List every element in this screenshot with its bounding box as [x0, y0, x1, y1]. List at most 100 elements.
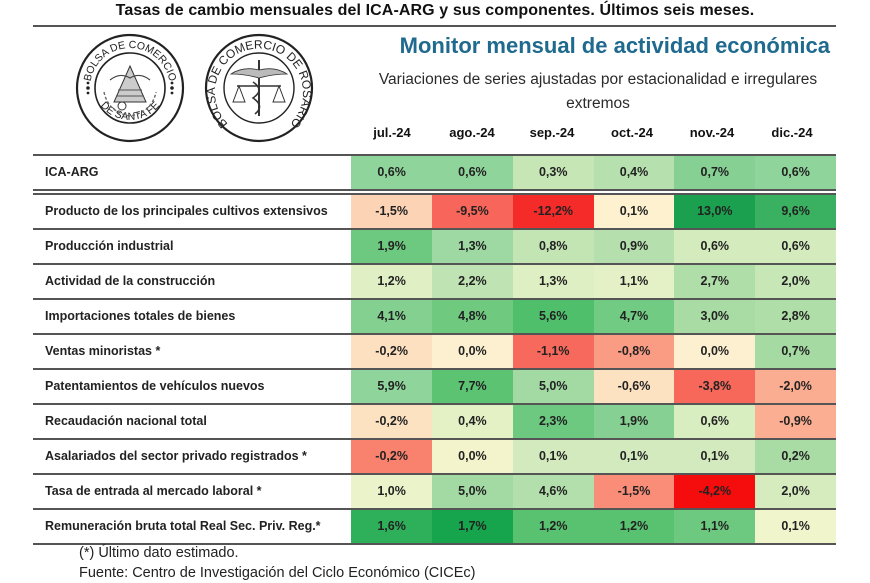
value-cell: 0,8%: [512, 230, 594, 263]
value-cell: 1,9%: [351, 230, 433, 263]
value-cell: 0,6%: [674, 230, 756, 263]
row-label: Producción industrial: [45, 239, 174, 253]
value-cell: -0,8%: [593, 335, 675, 368]
value-cell: 2,7%: [674, 265, 756, 298]
month-header: jul.-24: [373, 125, 411, 140]
value-cell: 0,2%: [755, 440, 836, 473]
value-cell: 1,1%: [593, 265, 675, 298]
value-cell: 1,6%: [351, 510, 433, 543]
row-label: Tasa de entrada al mercado laboral *: [45, 484, 262, 498]
table-row: Tasa de entrada al mercado laboral * 1,0%…: [33, 475, 836, 510]
value-cell: -0,2%: [351, 405, 433, 438]
page-title: Tasas de cambio mensuales del ICA-ARG y …: [115, 2, 755, 19]
value-cell: 0,6%: [432, 156, 513, 189]
row-label: Ventas minoristas *: [45, 344, 161, 358]
subtitle-line-2: extremos: [566, 95, 630, 112]
row-label: Actividad de la construcción: [45, 274, 216, 288]
value-cell: -3,8%: [674, 370, 756, 403]
subtitle-line-1: Variaciones de series ajustadas por esta…: [378, 71, 818, 88]
value-cell: -4,2%: [674, 475, 756, 508]
value-cell: -2,0%: [755, 370, 836, 403]
value-cell: -0,2%: [351, 335, 433, 368]
source-note: Fuente: Centro de Investigación del Cicl…: [79, 565, 476, 581]
value-cell: 1,2%: [593, 510, 675, 543]
bolsa-de-comercio-de-rosario-logo: BOLSA DE COMERCIO DE ROSARIO: [204, 33, 314, 143]
table-row: Producto de los principales cultivos ext…: [33, 195, 836, 230]
value-cell: 0,6%: [755, 156, 836, 189]
row-label: Importaciones totales de bienes: [45, 309, 236, 323]
value-cell: 4,7%: [593, 300, 675, 333]
table-row: Patentamientos de vehículos nuevos 5,9% 7,…: [33, 370, 836, 405]
value-cell: 0,0%: [432, 335, 513, 368]
value-cell: 0,1%: [593, 440, 675, 473]
month-header: dic.-24: [771, 125, 813, 140]
value-cell: 2,2%: [432, 265, 513, 298]
double-rule: [33, 189, 836, 195]
value-cell: 0,6%: [755, 230, 836, 263]
header-top-rule: [33, 25, 836, 27]
row-label: Recaudación nacional total: [45, 414, 207, 428]
value-cell: 0,1%: [674, 440, 756, 473]
row-label: Remuneración bruta total Real Sec. Priv.…: [45, 519, 321, 533]
row-label: Producto de los principales cultivos ext…: [45, 204, 328, 218]
monitor-title: Monitor mensual de actividad económica: [399, 33, 830, 58]
table-row: Importaciones totales de bienes 4,1% 4,8% 5…: [33, 300, 836, 335]
table-row: Actividad de la construcción 1,2% 2,2% 1,3%…: [33, 265, 836, 300]
row-label: Asalariados del sector privado registrad…: [45, 449, 307, 463]
row-label: ICA-ARG: [45, 165, 99, 179]
value-cell: 0,4%: [593, 156, 675, 189]
table-row: Producción industrial 1,9% 1,3% 0,8% 0,9% 0,6…: [33, 230, 836, 265]
table-row: Ventas minoristas * -0,2% 0,0% -1,1% -0,8% 0,…: [33, 335, 836, 370]
footnote: (*) Último dato estimado. Fuente: Centro…: [79, 543, 476, 583]
value-cell: 0,1%: [755, 510, 836, 543]
table-row: Remuneración bruta total Real Sec. Priv.…: [33, 510, 836, 545]
value-cell: 4,8%: [432, 300, 513, 333]
month-header-row: jul.-24 ago.-24 sep.-24 oct.-24 nov.-24 …: [352, 125, 832, 145]
data-table: ICA-ARG 0,6% 0,6% 0,3% 0,4% 0,7% 0,6% Producto …: [33, 156, 836, 545]
value-cell: 0,1%: [593, 195, 675, 228]
value-cell: 1,1%: [674, 510, 756, 543]
value-cell: 1,3%: [432, 230, 513, 263]
value-cell: 0,6%: [674, 405, 756, 438]
bolsa-de-comercio-de-santa-fe-logo: BOLSA DE COMERCIO DE SANTA FE: [75, 33, 185, 143]
month-header: sep.-24: [529, 125, 575, 140]
value-cell: -9,5%: [432, 195, 513, 228]
value-cell: 2,0%: [755, 265, 836, 298]
value-cell: -0,9%: [755, 405, 836, 438]
month-header: ago.-24: [449, 125, 495, 140]
value-cell: -0,2%: [351, 440, 433, 473]
value-cell: 2,0%: [755, 475, 836, 508]
value-cell: 0,1%: [512, 440, 594, 473]
value-cell: -0,6%: [593, 370, 675, 403]
value-cell: 1,3%: [512, 265, 594, 298]
value-cell: 0,0%: [674, 335, 756, 368]
estimated-note: (*) Último dato estimado.: [79, 545, 239, 561]
table-row: Recaudación nacional total -0,2% 0,4% 2,3% 1…: [33, 405, 836, 440]
value-cell: -12,2%: [512, 195, 594, 228]
value-cell: 0,3%: [512, 156, 594, 189]
value-cell: 0,6%: [351, 156, 433, 189]
value-cell: 1,7%: [432, 510, 513, 543]
subtitle: Variaciones de series ajustadas por esta…: [348, 68, 848, 116]
value-cell: 5,6%: [512, 300, 594, 333]
value-cell: 1,9%: [593, 405, 675, 438]
value-cell: 13,0%: [674, 195, 756, 228]
value-cell: 3,0%: [674, 300, 756, 333]
table-row-ica-arg: ICA-ARG 0,6% 0,6% 0,3% 0,4% 0,7% 0,6%: [33, 156, 836, 189]
value-cell: 5,0%: [432, 475, 513, 508]
value-cell: 2,8%: [755, 300, 836, 333]
value-cell: -1,5%: [351, 195, 433, 228]
value-cell: 1,2%: [351, 265, 433, 298]
month-header: oct.-24: [611, 125, 653, 140]
month-header: nov.-24: [689, 125, 735, 140]
value-cell: 0,0%: [432, 440, 513, 473]
value-cell: 9,6%: [755, 195, 836, 228]
table-row: Asalariados del sector privado registrad…: [33, 440, 836, 475]
value-cell: 5,0%: [512, 370, 594, 403]
value-cell: 5,9%: [351, 370, 433, 403]
value-cell: 0,7%: [755, 335, 836, 368]
value-cell: 0,9%: [593, 230, 675, 263]
value-cell: 4,6%: [512, 475, 594, 508]
value-cell: 1,2%: [512, 510, 594, 543]
value-cell: 4,1%: [351, 300, 433, 333]
